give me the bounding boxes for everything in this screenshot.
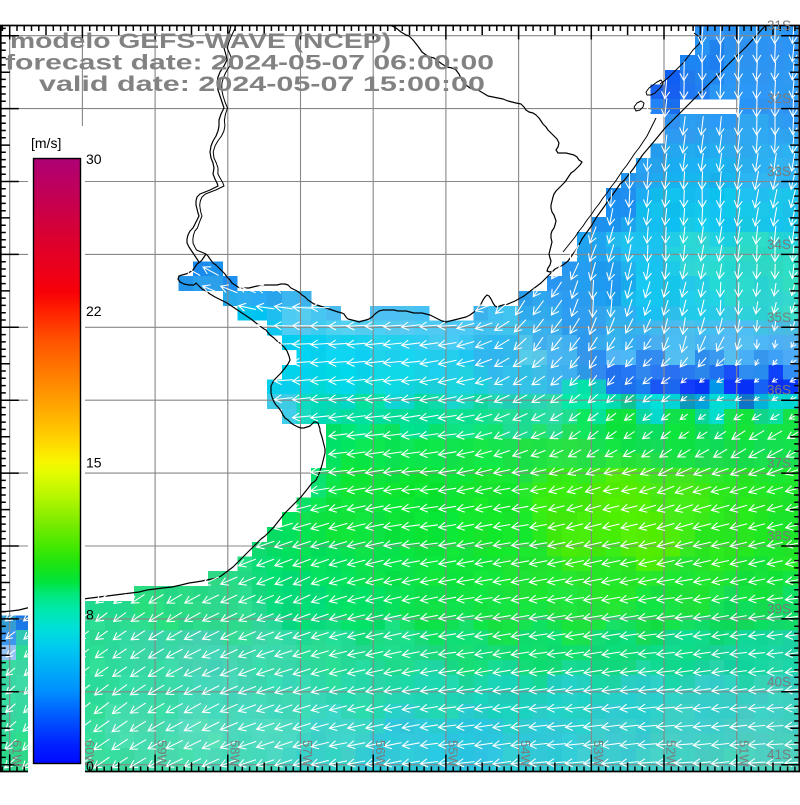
svg-text:22: 22: [86, 303, 102, 319]
svg-text:33S: 33S: [767, 164, 791, 179]
svg-text:53W: 53W: [591, 740, 606, 767]
svg-text:55W: 55W: [446, 740, 461, 767]
svg-text:30: 30: [86, 151, 102, 167]
svg-text:34S: 34S: [767, 237, 791, 252]
svg-text:modelo GEFS-WAVE (NCEP): modelo GEFS-WAVE (NCEP): [10, 29, 391, 53]
svg-text:51W: 51W: [736, 740, 751, 767]
svg-text:35S: 35S: [767, 310, 791, 325]
svg-text:39S: 39S: [767, 601, 791, 616]
svg-text:37S: 37S: [767, 456, 791, 471]
svg-text:56W: 56W: [373, 740, 388, 767]
svg-text:32S: 32S: [767, 91, 791, 106]
svg-text:57W: 57W: [300, 740, 315, 767]
svg-text:36S: 36S: [767, 383, 791, 398]
svg-text:59W: 59W: [155, 740, 170, 767]
svg-text:8: 8: [86, 607, 94, 623]
svg-text:31S: 31S: [767, 18, 791, 33]
svg-text:38S: 38S: [767, 529, 791, 544]
svg-text:61W: 61W: [9, 740, 24, 767]
svg-text:0: 0: [86, 758, 94, 774]
svg-text:15: 15: [86, 455, 102, 471]
svg-text:valid date: 2024-05-07 15:00:0: valid date: 2024-05-07 15:00:00: [39, 72, 485, 96]
svg-text:52W: 52W: [664, 740, 679, 767]
svg-text:40S: 40S: [767, 674, 791, 689]
svg-text:forecast date: 2024-05-07 06:0: forecast date: 2024-05-07 06:00:00: [5, 51, 494, 75]
svg-text:[m/s]: [m/s]: [31, 135, 61, 151]
svg-text:60W: 60W: [82, 740, 97, 767]
svg-text:54W: 54W: [518, 740, 533, 767]
svg-text:58W: 58W: [227, 740, 242, 767]
svg-text:41S: 41S: [767, 747, 791, 762]
